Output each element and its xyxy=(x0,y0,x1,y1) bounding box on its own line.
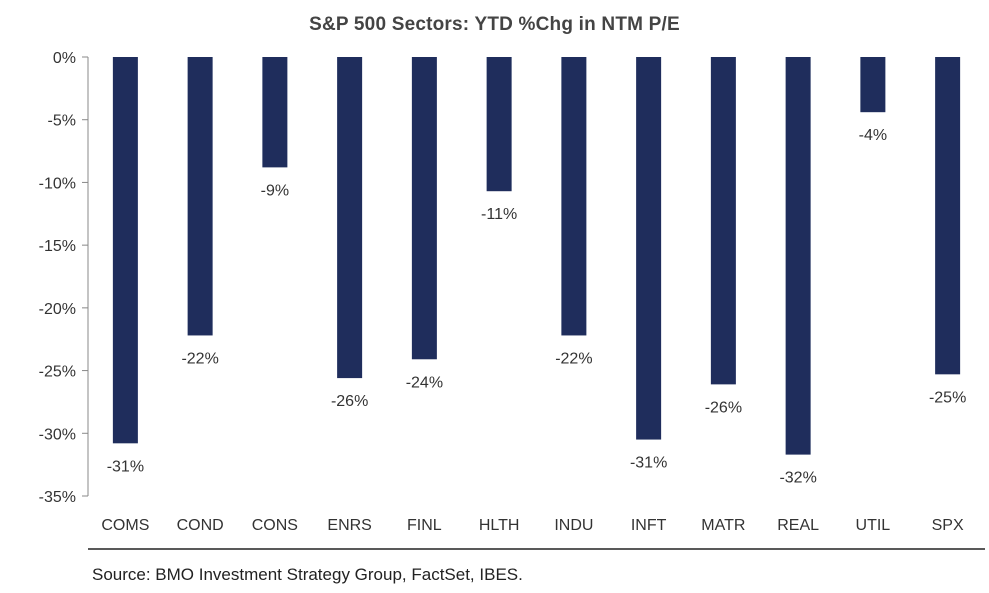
category-label-matr: MATR xyxy=(701,517,745,534)
y-tick-label: -10% xyxy=(39,175,76,192)
data-label-cons: -9% xyxy=(261,182,289,199)
bar-finl xyxy=(411,57,437,360)
category-label-real: REAL xyxy=(777,517,819,534)
y-tick-label: -5% xyxy=(48,113,76,130)
data-label-hlth: -11% xyxy=(481,206,517,223)
data-label-matr: -26% xyxy=(705,399,742,416)
bar-enrs xyxy=(337,57,363,379)
chart-title: S&P 500 Sectors: YTD %Chg in NTM P/E xyxy=(309,14,680,35)
data-label-coms: -31% xyxy=(107,458,144,475)
category-label-cond: COND xyxy=(177,517,224,534)
y-tick-label: -35% xyxy=(39,489,76,506)
bar-matr xyxy=(710,57,736,385)
bar-spx xyxy=(935,57,961,375)
bar-cond xyxy=(187,57,213,336)
y-tick-label: 0% xyxy=(53,50,76,67)
data-label-indu: -22% xyxy=(555,350,592,367)
y-tick-label: -30% xyxy=(39,426,76,443)
bar-indu xyxy=(561,57,587,336)
category-label-finl: FINL xyxy=(407,517,442,534)
category-label-hlth: HLTH xyxy=(479,517,520,534)
data-label-spx: -25% xyxy=(929,389,966,406)
bar-util xyxy=(860,57,886,113)
data-label-inft: -31% xyxy=(630,455,667,472)
bar-chart: 0% -5% -10% -15% -20% -25% -30% -35% -31% -22% -9… xyxy=(39,50,985,550)
bar-hlth xyxy=(486,57,512,192)
category-label-coms: COMS xyxy=(101,517,149,534)
x-axis: COMS COND CONS ENRS FINL HLTH INDU INFT MATR REAL… xyxy=(88,517,985,550)
category-label-spx: SPX xyxy=(932,517,964,534)
data-label-real: -32% xyxy=(779,470,816,487)
y-tick-label: -20% xyxy=(39,301,76,318)
category-label-inft: INFT xyxy=(631,517,667,534)
y-axis: 0% -5% -10% -15% -20% -25% -30% -35% xyxy=(39,50,89,506)
data-label-finl: -24% xyxy=(406,374,443,391)
bar-inft xyxy=(636,57,662,440)
data-label-enrs: -26% xyxy=(331,393,368,410)
bar-real xyxy=(785,57,811,455)
bar-cons xyxy=(262,57,288,168)
category-label-indu: INDU xyxy=(554,517,593,534)
category-label-enrs: ENRS xyxy=(327,517,371,534)
y-tick-label: -25% xyxy=(39,364,76,381)
source-note: Source: BMO Investment Strategy Group, F… xyxy=(92,565,523,584)
bars-group: -31% -22% -9% -26% -24% -11% -22% -31% -26% -32% -… xyxy=(107,57,966,487)
category-label-util: UTIL xyxy=(856,517,891,534)
bar-coms xyxy=(112,57,138,444)
data-label-util: -4% xyxy=(859,127,887,144)
y-tick-label: -15% xyxy=(39,238,76,255)
data-label-cond: -22% xyxy=(181,350,218,367)
category-label-cons: CONS xyxy=(252,517,298,534)
